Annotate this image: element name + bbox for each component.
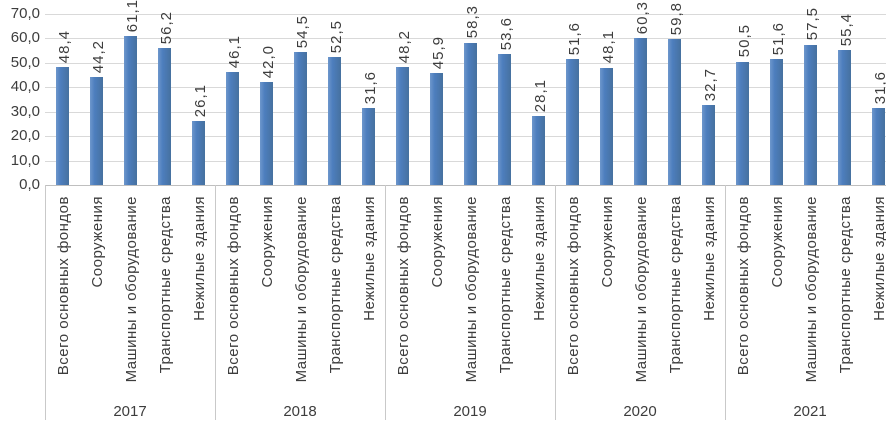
bar bbox=[531, 116, 545, 185]
bar-value-label: 48,2 bbox=[396, 30, 413, 64]
bar bbox=[735, 61, 749, 185]
bar-value-label: 55,4 bbox=[838, 12, 855, 46]
category-label: Машины и оборудование bbox=[123, 196, 140, 383]
y-axis-tick-label: 60,0 bbox=[10, 29, 40, 46]
bar bbox=[55, 66, 69, 185]
category-label: Сооружения bbox=[89, 196, 106, 288]
gridline bbox=[45, 38, 886, 39]
bar bbox=[497, 54, 511, 185]
category-label: Всего основных фондов bbox=[225, 196, 242, 376]
category-label: Транспортные средства bbox=[837, 196, 854, 374]
category-label: Нежилые здания bbox=[191, 196, 208, 321]
category-label: Машины и оборудование bbox=[293, 196, 310, 383]
bar-value-label: 32,7 bbox=[702, 67, 719, 102]
bar bbox=[871, 107, 885, 185]
category-label: Всего основных фондов bbox=[395, 196, 412, 376]
y-axis-tick-label: 30,0 bbox=[10, 103, 40, 120]
bar-value-label: 51,6 bbox=[566, 21, 583, 55]
year-group-divider bbox=[555, 185, 556, 420]
y-axis-tick-label: 10,0 bbox=[10, 152, 40, 169]
x-axis-line bbox=[45, 185, 886, 186]
category-label: Нежилые здания bbox=[361, 196, 378, 321]
bar bbox=[361, 107, 375, 185]
bar-value-label: 52,5 bbox=[328, 19, 345, 53]
bar-value-label: 31,6 bbox=[872, 70, 886, 104]
gridline bbox=[45, 14, 886, 15]
category-label: Машины и оборудование bbox=[633, 196, 650, 383]
bar bbox=[293, 51, 307, 185]
bar-value-label: 45,9 bbox=[430, 35, 447, 69]
bar bbox=[191, 121, 205, 185]
year-group-divider bbox=[45, 185, 46, 420]
bar bbox=[701, 105, 715, 185]
bar bbox=[803, 44, 817, 185]
bar-value-label: 58,3 bbox=[464, 5, 481, 39]
bar-value-label: 54,5 bbox=[294, 14, 311, 48]
y-axis-tick-label: 50,0 bbox=[10, 54, 40, 71]
category-label: Сооружения bbox=[259, 196, 276, 288]
y-axis-tick-label: 40,0 bbox=[10, 78, 40, 95]
bar-value-label: 61,1 bbox=[124, 0, 141, 32]
bar-value-label: 53,6 bbox=[498, 16, 515, 51]
bar-value-label: 31,6 bbox=[362, 70, 379, 104]
bar bbox=[327, 56, 341, 186]
category-label: Машины и оборудование bbox=[463, 196, 480, 383]
year-group-divider bbox=[725, 185, 726, 420]
year-group-divider bbox=[385, 185, 386, 420]
y-axis-tick-label: 0,0 bbox=[19, 176, 40, 193]
bar bbox=[395, 67, 409, 185]
category-label: Транспортные средства bbox=[327, 196, 344, 374]
category-label: Нежилые здания bbox=[701, 196, 718, 321]
year-group-label: 2021 bbox=[793, 403, 827, 420]
bar bbox=[599, 67, 613, 185]
category-label: Всего основных фондов bbox=[55, 196, 72, 376]
bar bbox=[633, 37, 647, 185]
bar-value-label: 42,0 bbox=[260, 45, 277, 79]
bar bbox=[89, 77, 103, 185]
bar bbox=[259, 82, 273, 185]
bar bbox=[837, 49, 851, 185]
bar-value-label: 59,8 bbox=[668, 1, 685, 35]
category-label: Транспортные средства bbox=[667, 196, 684, 374]
bar bbox=[667, 38, 681, 185]
bar bbox=[157, 47, 171, 185]
bar bbox=[429, 72, 443, 185]
bar bbox=[463, 42, 477, 185]
bar-value-label: 56,2 bbox=[158, 10, 175, 44]
category-label: Транспортные средства bbox=[497, 196, 514, 374]
category-label: Сооружения bbox=[769, 196, 786, 288]
category-label: Нежилые здания bbox=[871, 196, 886, 321]
bar-value-label: 46,1 bbox=[226, 35, 243, 69]
y-axis-tick-label: 70,0 bbox=[10, 5, 40, 22]
bar-value-label: 60,3 bbox=[634, 0, 651, 34]
year-group-label: 2019 bbox=[453, 403, 487, 420]
year-group-divider bbox=[215, 185, 216, 420]
bar-value-label: 50,5 bbox=[736, 24, 753, 58]
year-group-label: 2017 bbox=[113, 403, 147, 420]
year-group-label: 2018 bbox=[283, 403, 317, 420]
bar-value-label: 48,4 bbox=[56, 29, 73, 63]
bar-value-label: 28,1 bbox=[532, 79, 549, 113]
category-label: Транспортные средства bbox=[157, 196, 174, 374]
category-label: Сооружения bbox=[429, 196, 446, 288]
bar-value-label: 57,5 bbox=[804, 7, 821, 41]
bar bbox=[769, 58, 783, 185]
bar-value-label: 44,2 bbox=[90, 39, 107, 73]
category-label: Всего основных фондов bbox=[565, 196, 582, 376]
y-axis-tick-label: 20,0 bbox=[10, 127, 40, 144]
year-group-label: 2020 bbox=[623, 403, 657, 420]
category-label: Машины и оборудование bbox=[803, 196, 820, 383]
category-label: Нежилые здания bbox=[531, 196, 548, 321]
bar bbox=[225, 72, 239, 185]
bar-value-label: 51,6 bbox=[770, 21, 787, 55]
category-label: Всего основных фондов bbox=[735, 196, 752, 376]
bar-value-label: 26,1 bbox=[192, 84, 209, 118]
bar-value-label: 48,1 bbox=[600, 30, 617, 64]
bar bbox=[123, 35, 137, 185]
category-label: Сооружения bbox=[599, 196, 616, 288]
bar bbox=[565, 58, 579, 185]
